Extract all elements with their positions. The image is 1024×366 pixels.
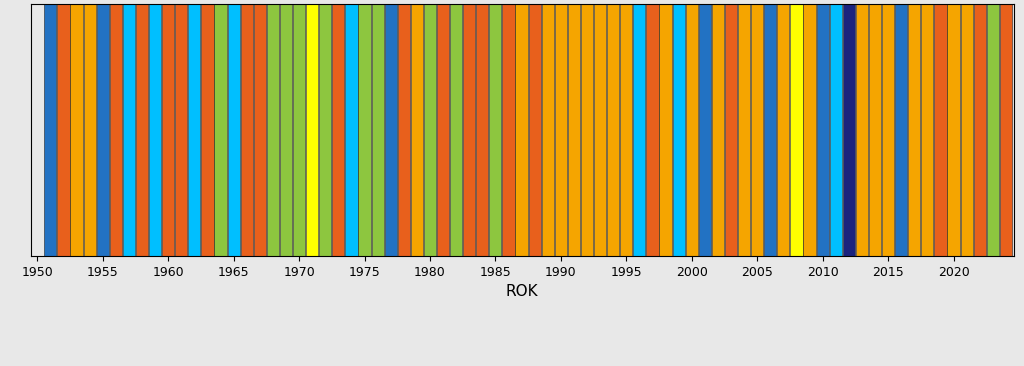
X-axis label: ROK: ROK — [506, 284, 539, 299]
Bar — [358, 4, 371, 256]
Bar — [515, 4, 527, 256]
Bar — [280, 4, 292, 256]
Bar — [698, 4, 711, 256]
Bar — [306, 4, 318, 256]
Bar — [372, 4, 384, 256]
Bar — [267, 4, 279, 256]
Bar — [999, 4, 1012, 256]
Bar — [725, 4, 737, 256]
Bar — [777, 4, 790, 256]
Bar — [385, 4, 396, 256]
Bar — [332, 4, 344, 256]
Bar — [503, 4, 515, 256]
Bar — [148, 4, 161, 256]
Bar — [934, 4, 946, 256]
Bar — [437, 4, 450, 256]
Bar — [293, 4, 305, 256]
Bar — [869, 4, 881, 256]
Bar — [424, 4, 436, 256]
Bar — [764, 4, 776, 256]
Bar — [162, 4, 174, 256]
Bar — [136, 4, 148, 256]
Bar — [96, 4, 109, 256]
Bar — [241, 4, 253, 256]
Bar — [319, 4, 332, 256]
Bar — [987, 4, 998, 256]
Bar — [555, 4, 567, 256]
Bar — [961, 4, 973, 256]
Bar — [44, 4, 56, 256]
Bar — [188, 4, 201, 256]
Bar — [712, 4, 724, 256]
Bar — [882, 4, 894, 256]
Bar — [673, 4, 685, 256]
Bar — [202, 4, 214, 256]
Bar — [411, 4, 423, 256]
Bar — [84, 4, 95, 256]
Bar — [895, 4, 907, 256]
Bar — [856, 4, 868, 256]
Bar — [752, 4, 763, 256]
Bar — [542, 4, 554, 256]
Bar — [633, 4, 645, 256]
Bar — [451, 4, 462, 256]
Bar — [123, 4, 135, 256]
Bar — [476, 4, 488, 256]
Bar — [829, 4, 842, 256]
Bar — [463, 4, 475, 256]
Bar — [621, 4, 633, 256]
Bar — [489, 4, 502, 256]
Bar — [738, 4, 751, 256]
Bar — [659, 4, 672, 256]
Bar — [816, 4, 828, 256]
Bar — [71, 4, 83, 256]
Bar — [974, 4, 986, 256]
Bar — [568, 4, 580, 256]
Bar — [804, 4, 816, 256]
Bar — [594, 4, 606, 256]
Bar — [345, 4, 357, 256]
Bar — [947, 4, 959, 256]
Bar — [581, 4, 593, 256]
Bar — [175, 4, 187, 256]
Bar — [686, 4, 697, 256]
Bar — [110, 4, 122, 256]
Bar — [57, 4, 70, 256]
Bar — [397, 4, 410, 256]
Legend: skrajnie sucho, bardzo sucho, sucho, norma, wilgotno, bardzo wilgotno, skrajnie : skrajnie sucho, bardzo sucho, sucho, nor… — [158, 361, 887, 366]
Bar — [607, 4, 620, 256]
Bar — [908, 4, 921, 256]
Bar — [528, 4, 541, 256]
Bar — [254, 4, 266, 256]
Bar — [227, 4, 240, 256]
Bar — [922, 4, 934, 256]
Bar — [791, 4, 803, 256]
Bar — [843, 4, 855, 256]
Bar — [646, 4, 658, 256]
Bar — [214, 4, 226, 256]
